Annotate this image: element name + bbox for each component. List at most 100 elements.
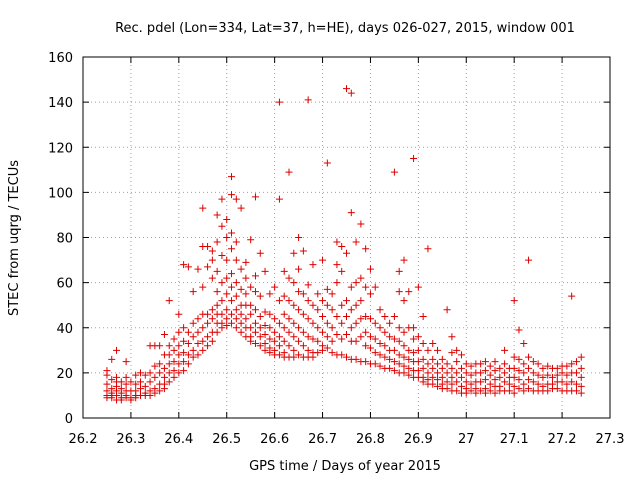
data-point [333,312,341,320]
data-point [371,360,379,368]
data-point [366,344,374,352]
data-point [381,353,389,361]
data-point [424,360,432,368]
data-point [204,263,212,271]
data-point [271,315,279,323]
data-point [184,263,192,271]
data-point [362,358,370,366]
data-point [376,324,384,332]
data-points [103,85,585,404]
data-point [309,319,317,327]
data-point [376,306,384,314]
data-point [553,371,561,379]
data-point [204,319,212,327]
data-point [462,389,470,397]
data-point [271,328,279,336]
data-point [558,369,566,377]
data-point [295,351,303,359]
data-point [486,371,494,379]
data-point [505,387,513,395]
data-point [127,378,135,386]
data-point [568,360,576,368]
data-point [275,195,283,203]
data-point [333,279,341,287]
data-point [251,306,259,314]
data-point [256,312,264,320]
data-point [280,324,288,332]
data-point [266,349,274,357]
data-point [208,315,216,323]
data-point [323,159,331,167]
data-point [285,342,293,350]
data-point [199,283,207,291]
data-point [156,342,164,350]
data-point [194,340,202,348]
data-point [113,346,121,354]
data-point [232,324,240,332]
data-point [228,245,236,253]
x-axis-label: GPS time / Days of year 2015 [249,459,441,474]
data-point [429,373,437,381]
data-point [577,389,585,397]
data-point [218,310,226,318]
data-point [577,373,585,381]
data-point [357,274,365,282]
data-point [553,385,561,393]
data-point [525,376,533,384]
data-point [366,333,374,341]
data-point [544,371,552,379]
x-tick-label: 26.2 [69,432,98,447]
data-point [486,362,494,370]
data-point [395,351,403,359]
data-point [467,362,475,370]
data-point [376,351,384,359]
data-point [319,256,327,264]
data-point [189,333,197,341]
data-point [338,267,346,275]
data-point [453,387,461,395]
data-point [256,333,264,341]
data-point [390,367,398,375]
data-point [400,353,408,361]
data-point [462,369,470,377]
data-point [175,351,183,359]
data-point [285,274,293,282]
data-point [280,337,288,345]
data-point [122,373,130,381]
x-tick-label: 26.3 [116,432,145,447]
x-tick-label: 26.5 [212,432,241,447]
data-point [395,337,403,345]
data-point [285,328,293,336]
data-point [208,306,216,314]
data-point [400,328,408,336]
data-point [347,209,355,217]
data-point [390,335,398,343]
data-point [510,382,518,390]
x-tick-label: 26.4 [164,432,193,447]
data-point [290,249,298,257]
data-point [223,234,231,241]
data-point [328,290,336,298]
data-point [414,333,422,341]
data-point [208,256,216,264]
data-point [261,331,269,339]
data-point [165,342,173,350]
data-point [376,340,384,348]
data-point [338,319,346,327]
data-point [165,351,173,359]
data-point [328,324,336,332]
data-point [357,315,365,323]
data-point [362,312,370,320]
x-tick-label: 26.8 [356,432,385,447]
data-point [280,310,288,318]
data-point [194,265,202,273]
data-point [424,346,432,354]
data-point [266,290,274,298]
data-point [410,324,418,332]
data-point [352,319,360,327]
data-point [438,373,446,381]
data-point [419,355,427,363]
data-point [467,380,475,388]
y-tick-label: 80 [56,232,73,247]
x-axis-tick-labels: 26.2 26.3 26.4 26.5 26.6 26.7 26.8 26.9 27 27.1 27… [69,432,625,447]
